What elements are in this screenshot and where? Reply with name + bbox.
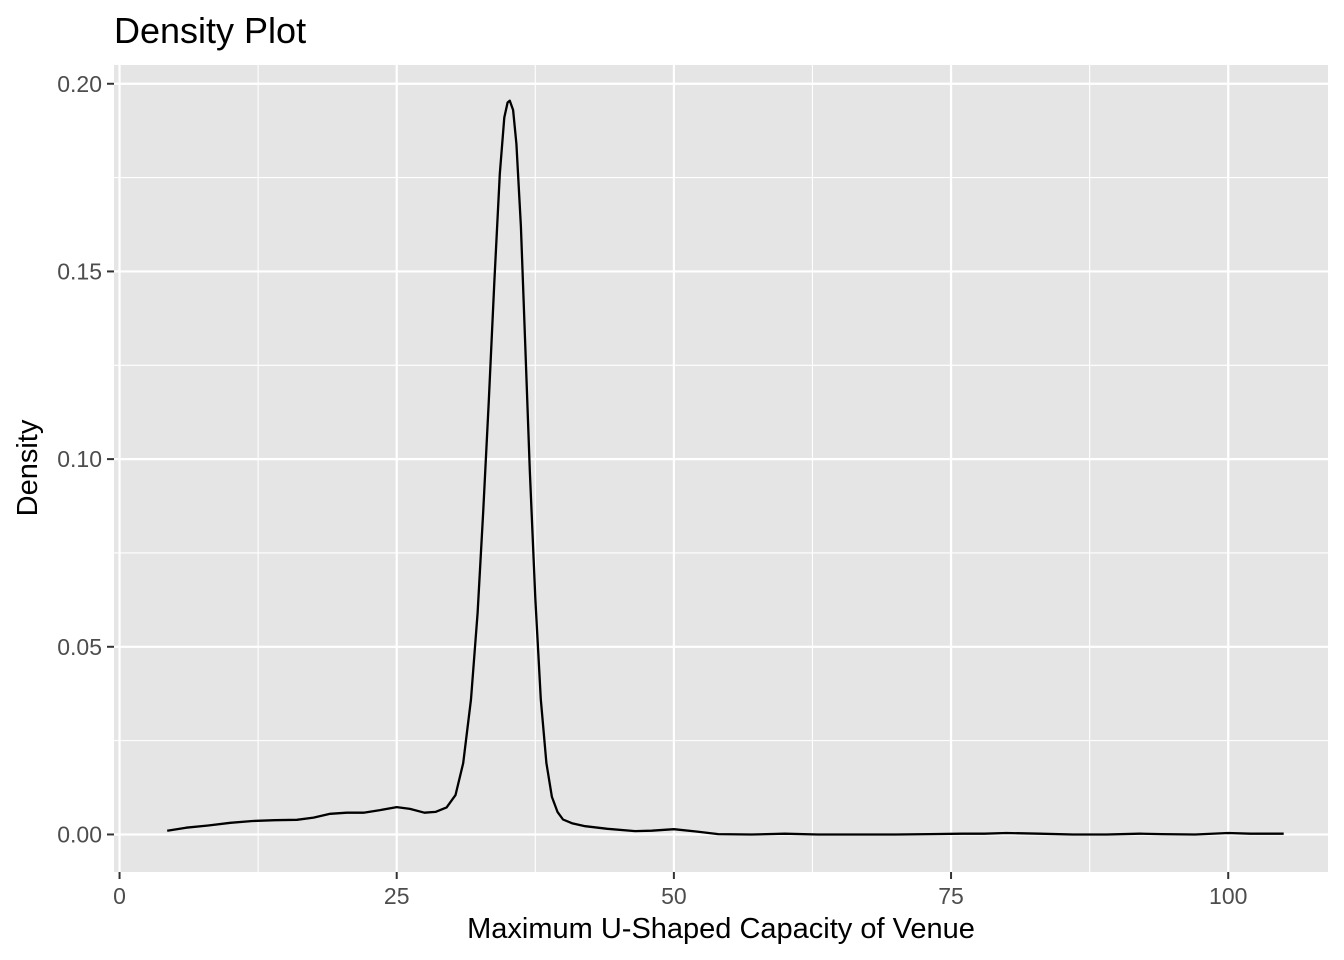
y-tick-label: 0.15: [57, 258, 102, 284]
y-tick-label: 0.05: [57, 634, 102, 660]
y-axis: 0.00 0.05 0.10 0.15 0.20: [57, 71, 114, 847]
minor-gridlines: [114, 65, 1328, 872]
y-tick-label: 0.10: [57, 446, 102, 472]
chart-title: Density Plot: [114, 10, 306, 51]
x-tick-label: 100: [1209, 883, 1247, 909]
x-tick-label: 75: [938, 883, 964, 909]
x-tick-label: 50: [661, 883, 687, 909]
y-axis-title: Density: [12, 419, 44, 516]
x-axis-title: Maximum U-Shaped Capacity of Venue: [467, 913, 975, 945]
x-axis: 0 25 50 75 100: [113, 872, 1247, 909]
x-tick-label: 25: [384, 883, 410, 909]
y-tick-label: 0.00: [57, 821, 102, 847]
x-tick-label: 0: [113, 883, 126, 909]
density-curve: [167, 99, 1284, 836]
plot-panel: [114, 65, 1328, 872]
y-tick-label: 0.20: [57, 71, 102, 97]
